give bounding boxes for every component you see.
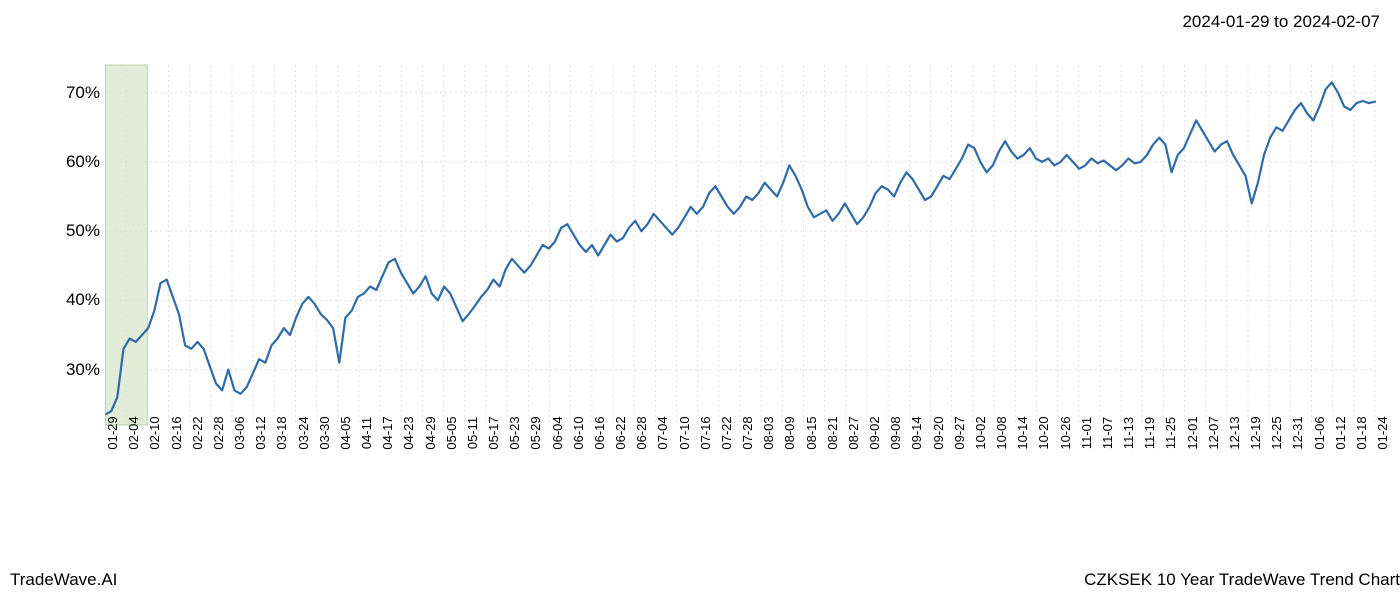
x-tick-label: 04-11 xyxy=(359,417,374,449)
x-tick-label: 09-14 xyxy=(909,416,924,449)
x-tick-label: 06-28 xyxy=(634,416,649,449)
x-tick-label: 11-01 xyxy=(1079,417,1094,449)
y-tick-label: 30% xyxy=(66,360,100,380)
footer-chart-title: CZKSEK 10 Year TradeWave Trend Chart xyxy=(1084,570,1400,590)
y-tick-label: 70% xyxy=(66,83,100,103)
x-tick-label: 02-16 xyxy=(169,416,184,449)
x-tick-label: 02-28 xyxy=(211,416,226,449)
x-tick-label: 03-30 xyxy=(317,416,332,449)
x-tick-label: 10-26 xyxy=(1058,416,1073,449)
x-tick-label: 02-10 xyxy=(147,416,162,449)
x-tick-label: 03-18 xyxy=(274,416,289,449)
x-tick-label: 03-12 xyxy=(253,416,268,449)
x-tick-label: 05-05 xyxy=(444,416,459,449)
x-tick-label: 03-06 xyxy=(232,416,247,449)
x-tick-label: 01-29 xyxy=(105,416,120,449)
x-tick-label: 10-02 xyxy=(973,416,988,449)
x-tick-label: 11-25 xyxy=(1163,417,1178,449)
x-tick-label: 08-09 xyxy=(782,416,797,449)
x-tick-label: 12-25 xyxy=(1269,416,1284,449)
date-range-label: 2024-01-29 to 2024-02-07 xyxy=(1182,12,1380,32)
x-tick-label: 04-05 xyxy=(338,416,353,449)
x-tick-label: 09-02 xyxy=(867,416,882,449)
x-tick-label: 01-06 xyxy=(1312,416,1327,449)
x-tick-label: 06-10 xyxy=(571,416,586,449)
x-tick-label: 12-13 xyxy=(1227,416,1242,449)
x-tick-label: 07-10 xyxy=(677,416,692,449)
x-tick-label: 05-29 xyxy=(528,416,543,449)
x-tick-label: 10-20 xyxy=(1036,416,1051,449)
x-tick-label: 05-23 xyxy=(507,416,522,449)
x-tick-label: 05-11 xyxy=(465,417,480,449)
x-tick-label: 08-27 xyxy=(846,416,861,449)
x-tick-label: 12-01 xyxy=(1185,416,1200,449)
x-tick-label: 06-04 xyxy=(550,416,565,449)
x-tick-label: 07-04 xyxy=(655,416,670,449)
x-tick-label: 09-08 xyxy=(888,416,903,449)
x-tick-label: 05-17 xyxy=(486,416,501,449)
x-tick-label: 11-13 xyxy=(1121,417,1136,449)
x-tick-label: 03-24 xyxy=(296,416,311,449)
x-tick-label: 10-08 xyxy=(994,416,1009,449)
x-tick-label: 08-15 xyxy=(804,416,819,449)
x-tick-label: 08-03 xyxy=(761,416,776,449)
x-tick-label: 07-28 xyxy=(740,416,755,449)
x-tick-label: 11-19 xyxy=(1142,417,1157,449)
x-tick-label: 10-14 xyxy=(1015,416,1030,449)
x-tick-label: 06-22 xyxy=(613,416,628,449)
x-tick-label: 01-24 xyxy=(1375,416,1390,449)
x-tick-label: 02-22 xyxy=(190,416,205,449)
x-tick-label: 04-17 xyxy=(380,416,395,449)
x-tick-label: 06-16 xyxy=(592,416,607,449)
y-tick-label: 40% xyxy=(66,290,100,310)
x-tick-label: 04-29 xyxy=(423,416,438,449)
x-tick-label: 07-16 xyxy=(698,416,713,449)
x-tick-label: 12-07 xyxy=(1206,416,1221,449)
x-tick-label: 12-19 xyxy=(1248,416,1263,449)
x-tick-label: 09-20 xyxy=(931,416,946,449)
x-tick-label: 07-22 xyxy=(719,416,734,449)
x-tick-label: 02-04 xyxy=(126,416,141,449)
x-tick-label: 04-23 xyxy=(401,416,416,449)
y-tick-label: 50% xyxy=(66,221,100,241)
x-tick-label: 09-27 xyxy=(952,416,967,449)
x-tick-label: 01-12 xyxy=(1333,416,1348,449)
x-tick-label: 11-07 xyxy=(1100,417,1115,449)
x-tick-label: 01-18 xyxy=(1354,416,1369,449)
footer-brand: TradeWave.AI xyxy=(10,570,117,590)
x-tick-label: 08-21 xyxy=(825,416,840,449)
y-tick-label: 60% xyxy=(66,152,100,172)
x-tick-label: 12-31 xyxy=(1290,416,1305,449)
